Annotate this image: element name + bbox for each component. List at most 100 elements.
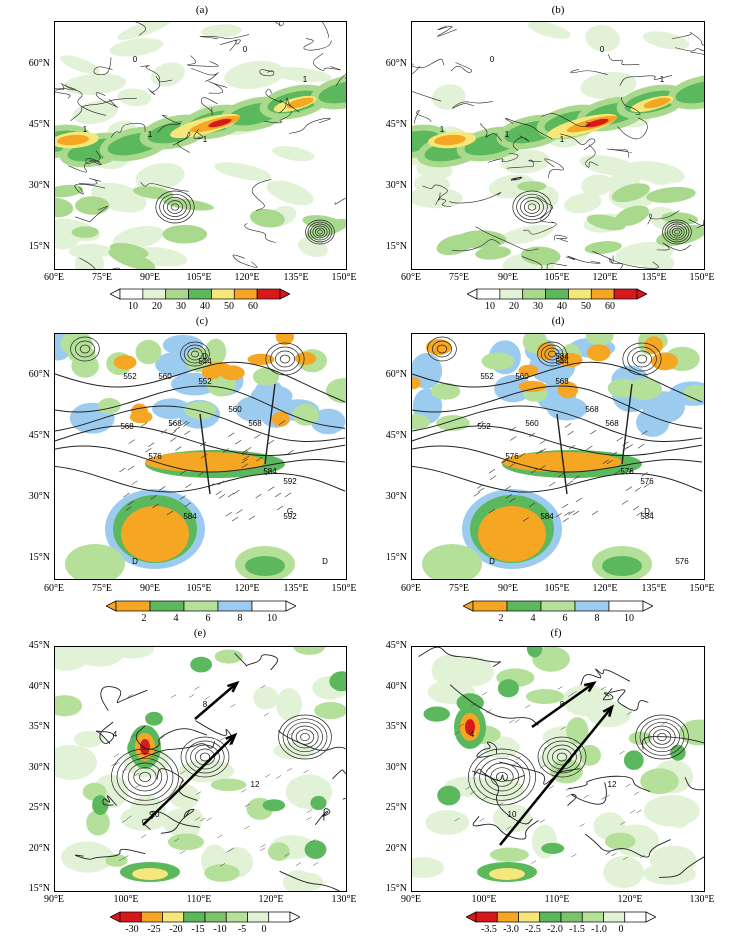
wind-barb (641, 430, 648, 436)
contour-line (541, 113, 591, 127)
arrow-head (583, 681, 597, 693)
shaded-area (623, 750, 644, 771)
contour-line (451, 239, 501, 252)
colorbar-label: 8 (237, 613, 243, 624)
wind-barb (148, 442, 155, 447)
contour-line (471, 770, 533, 825)
shaded-area (271, 411, 290, 427)
wind-barb (509, 426, 516, 432)
contour-line (55, 425, 346, 457)
shaded-area (155, 352, 194, 377)
lon-tick: 120°E (592, 272, 618, 283)
shaded-area (584, 241, 622, 254)
contour-line (607, 54, 640, 66)
shaded-area (310, 408, 346, 435)
shaded-area (293, 647, 326, 655)
wind-barb (181, 420, 188, 426)
shaded-area (190, 656, 213, 673)
wind-barb (636, 511, 643, 516)
contour-line (193, 129, 204, 139)
shaded-area (269, 66, 332, 83)
contour-line (617, 117, 648, 140)
shaded-area (113, 355, 137, 370)
contour-label: 560 (228, 405, 242, 414)
shaded-area (643, 97, 671, 109)
contour-line (412, 465, 703, 493)
lon-tick: 150°E (331, 272, 357, 283)
wind-barb (201, 453, 208, 459)
lat-tick: 60°N (385, 58, 407, 69)
shaded-area (412, 414, 431, 430)
colorbar-segment (590, 288, 615, 300)
trajectory-arrow (499, 706, 613, 846)
contour-line (166, 200, 184, 214)
shaded-area (184, 401, 217, 420)
contour-line (138, 740, 216, 760)
wind-barb (125, 506, 132, 511)
contour-line (185, 740, 225, 774)
wind-barb (123, 855, 129, 859)
wind-barb (473, 492, 480, 497)
shaded-area (282, 870, 314, 891)
colorbar-segment (268, 911, 291, 923)
wind-barb (278, 420, 286, 425)
shaded-area (214, 162, 272, 181)
contour-line (438, 192, 451, 208)
colorbar-segment (149, 600, 185, 612)
panel-label-e: (e) (193, 627, 207, 639)
wind-barb (127, 694, 133, 698)
colorbar-label: 50 (581, 301, 591, 312)
shaded-area (62, 73, 127, 95)
wind-barb (227, 492, 235, 498)
shaded-area (579, 744, 601, 766)
lat-tick: 35°N (385, 721, 407, 732)
wind-barb (489, 475, 497, 480)
panel-label-c: (c) (195, 315, 209, 327)
colorbar-segment (115, 600, 151, 612)
contour-line (200, 97, 218, 116)
contour-line (544, 347, 560, 361)
wind-barb (619, 750, 625, 755)
contour-line (554, 234, 568, 243)
shaded-area (250, 384, 293, 408)
contour-line (335, 73, 346, 86)
contour-label: 552 (198, 377, 212, 386)
wind-barb (539, 448, 547, 453)
colorbar-label: -25 (147, 924, 161, 935)
wind-barb (199, 441, 207, 447)
colorbar-segment (183, 911, 206, 923)
contour-line (288, 117, 331, 134)
contour-line (621, 383, 633, 465)
contour-line (527, 203, 537, 211)
wind-barb (634, 487, 642, 492)
contour-label: D (202, 352, 208, 361)
wind-barb (241, 789, 247, 793)
shaded-area (314, 701, 346, 720)
wind-barb (231, 516, 239, 522)
wind-barb (127, 500, 135, 506)
wind-barb (179, 850, 186, 854)
contour-line (303, 38, 332, 51)
wind-barb (175, 446, 182, 451)
shaded-area (422, 544, 482, 579)
contour-label: 12 (251, 780, 260, 789)
wind-barb (242, 450, 249, 456)
colorbar-segment (613, 288, 638, 300)
wind-barb (539, 819, 545, 823)
lon-tick: 120°E (234, 583, 260, 594)
contour-line (688, 218, 704, 229)
colorbar-e (110, 911, 300, 923)
colorbar-arrow-left (110, 911, 121, 923)
colorbar-label: 60 (605, 301, 615, 312)
shaded-area (267, 842, 290, 861)
shaded-area (481, 352, 515, 370)
shaded-area (528, 22, 571, 39)
lon-tick: 110°E (544, 894, 570, 905)
wind-barb (565, 787, 571, 791)
colorbar-segment (183, 600, 219, 612)
colorbar-arrow-left (106, 600, 117, 612)
colorbar-arrow-right (636, 288, 647, 300)
colorbar-arrow-left (467, 288, 478, 300)
wind-barb (217, 834, 223, 839)
shaded-area (135, 339, 162, 365)
